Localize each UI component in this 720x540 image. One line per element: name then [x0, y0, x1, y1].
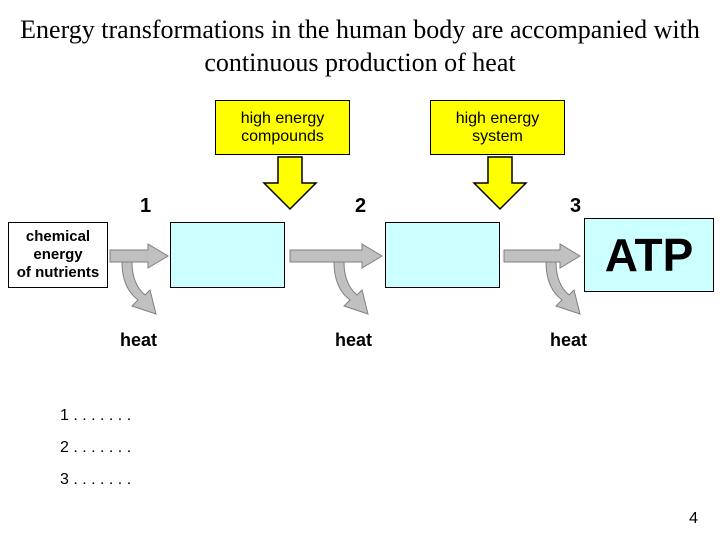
heat-label-3: heat: [550, 330, 587, 351]
heat-label-2: heat: [335, 330, 372, 351]
footnote-2: 2 . . . . . . .: [60, 432, 131, 464]
box-high-energy-system: high energy system: [430, 100, 565, 155]
arrow-down-2: [470, 157, 530, 212]
arrow-heat-2: [330, 260, 380, 324]
box-high-energy-compounds: high energy compounds: [215, 100, 350, 155]
stage-label-1: 1: [140, 195, 151, 218]
stage-label-2: 2: [355, 195, 366, 218]
heat-label-1: heat: [120, 330, 157, 351]
slide-title: Energy transformations in the human body…: [0, 14, 720, 79]
process-box-1: [170, 222, 285, 288]
stage-label-3: 3: [570, 195, 581, 218]
atp-box: ATP: [584, 218, 714, 292]
arrow-heat-1: [118, 260, 168, 324]
process-box-2: [385, 222, 500, 288]
footnotes: 1 . . . . . . . 2 . . . . . . . 3 . . . …: [60, 400, 131, 496]
arrow-down-1: [260, 157, 320, 212]
footnote-1: 1 . . . . . . .: [60, 400, 131, 432]
slide-number: 4: [689, 510, 698, 528]
arrow-heat-3: [542, 260, 592, 324]
footnote-3: 3 . . . . . . .: [60, 464, 131, 496]
box-chemical-energy: chemical energy of nutrients: [8, 222, 108, 288]
